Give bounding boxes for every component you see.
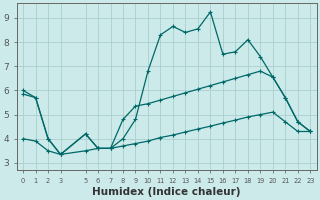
X-axis label: Humidex (Indice chaleur): Humidex (Indice chaleur) <box>92 187 241 197</box>
